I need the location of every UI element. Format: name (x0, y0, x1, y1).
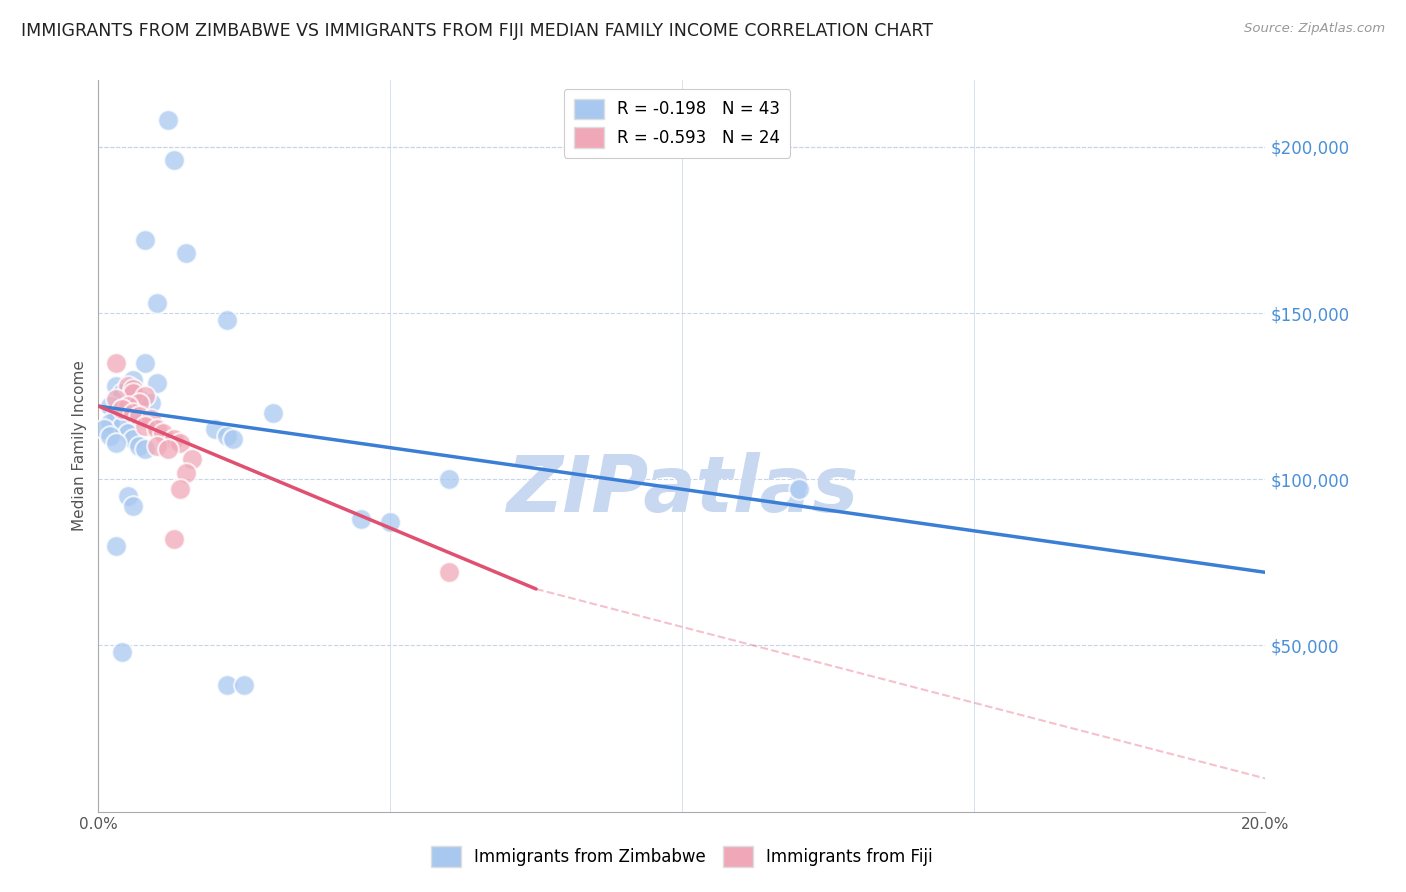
Point (152, 425, 174, 440)
Point (122, 406, 145, 420)
Point (134, 389, 156, 403)
Point (378, 516, 402, 530)
Point (98, 416, 121, 430)
Point (215, 678, 238, 692)
Point (169, 482, 191, 496)
Point (122, 385, 145, 400)
Point (180, 452, 202, 467)
Point (104, 409, 127, 423)
Point (169, 435, 191, 450)
Point (122, 389, 145, 403)
Point (122, 383, 145, 397)
Point (163, 153, 186, 167)
Point (117, 425, 139, 440)
Point (111, 385, 134, 400)
Point (111, 419, 134, 434)
Point (122, 499, 145, 513)
Point (117, 399, 139, 413)
Point (221, 433, 243, 447)
Point (128, 392, 150, 407)
Point (117, 383, 139, 397)
Point (122, 433, 145, 447)
Point (134, 356, 156, 370)
Point (139, 396, 162, 410)
Point (134, 442, 156, 457)
Point (139, 412, 162, 426)
Point (111, 402, 134, 417)
Point (134, 233, 156, 247)
Point (93, 422, 115, 436)
Point (128, 439, 150, 453)
Point (111, 645, 134, 659)
Point (104, 392, 127, 407)
Point (157, 442, 180, 457)
Point (174, 246, 197, 260)
Point (117, 406, 139, 420)
Legend: Immigrants from Zimbabwe, Immigrants from Fiji: Immigrants from Zimbabwe, Immigrants fro… (420, 836, 943, 877)
Point (104, 356, 127, 370)
Point (117, 379, 139, 393)
Point (215, 312, 238, 326)
Point (122, 412, 145, 426)
Point (163, 433, 186, 447)
Point (157, 113, 180, 128)
Y-axis label: Median Family Income: Median Family Income (72, 360, 87, 532)
Point (163, 532, 186, 546)
Point (787, 482, 810, 496)
Point (146, 422, 169, 436)
Text: ZIPatlas: ZIPatlas (506, 452, 858, 528)
Point (117, 489, 139, 503)
Point (233, 678, 256, 692)
Point (262, 406, 284, 420)
Point (104, 435, 127, 450)
Text: Source: ZipAtlas.com: Source: ZipAtlas.com (1244, 22, 1385, 36)
Point (104, 539, 127, 553)
Point (98, 429, 121, 443)
Text: IMMIGRANTS FROM ZIMBABWE VS IMMIGRANTS FROM FIJI MEDIAN FAMILY INCOME CORRELATIO: IMMIGRANTS FROM ZIMBABWE VS IMMIGRANTS F… (21, 22, 934, 40)
Point (128, 396, 150, 410)
Point (350, 512, 373, 526)
Point (98, 399, 121, 413)
Point (146, 296, 169, 310)
Point (111, 402, 134, 417)
Point (104, 379, 127, 393)
Point (204, 422, 226, 436)
Point (146, 376, 169, 390)
Point (437, 472, 460, 486)
Point (122, 372, 145, 386)
Point (134, 419, 156, 434)
Point (174, 466, 197, 480)
Point (128, 409, 150, 423)
Point (146, 439, 169, 453)
Point (437, 566, 460, 580)
Point (215, 429, 238, 443)
